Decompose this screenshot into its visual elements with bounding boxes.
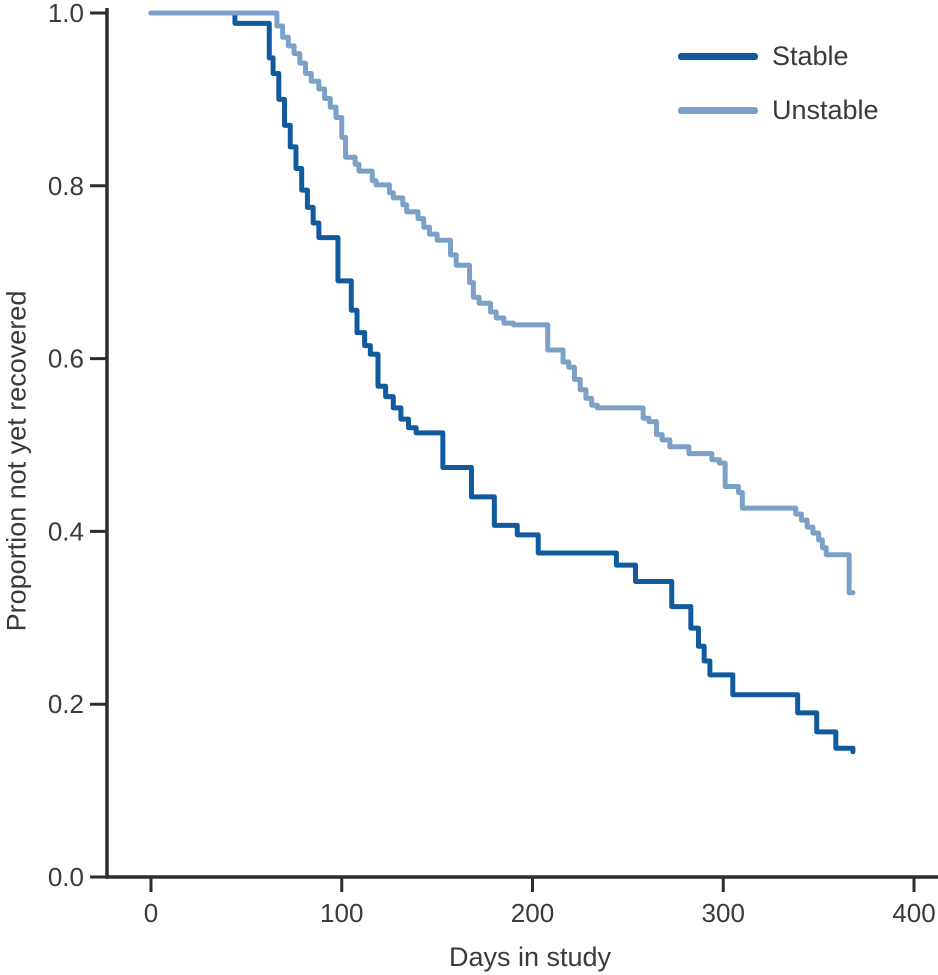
stable-line-sample: [678, 52, 758, 60]
y-tick-label: 0.4: [48, 516, 84, 546]
legend-label-unstable: Unstable: [772, 94, 879, 125]
x-tick-label: 0: [144, 898, 158, 928]
legend-label-stable: Stable: [772, 40, 849, 71]
y-tick-label: 0.6: [48, 344, 84, 374]
y-tick-label: 1.0: [48, 0, 84, 28]
x-tick-label: 300: [702, 898, 745, 928]
x-axis-title: Days in study: [448, 942, 612, 972]
series-line-stable: [148, 10, 856, 755]
unstable-line-sample: [678, 106, 758, 114]
series-line-unstable: [148, 10, 856, 596]
y-tick-label: 0.0: [48, 862, 84, 892]
x-tick-label: 200: [511, 898, 554, 928]
y-axis-title: Proportion not yet recovered: [1, 290, 32, 632]
x-tick-label: 100: [320, 898, 363, 928]
legend: Stable Unstable: [678, 40, 879, 148]
legend-item-unstable: Unstable: [678, 94, 879, 126]
x-tick-label: 400: [892, 898, 935, 928]
y-tick-label: 0.8: [48, 171, 84, 201]
legend-item-stable: Stable: [678, 40, 879, 72]
y-tick-label: 0.2: [48, 689, 84, 719]
